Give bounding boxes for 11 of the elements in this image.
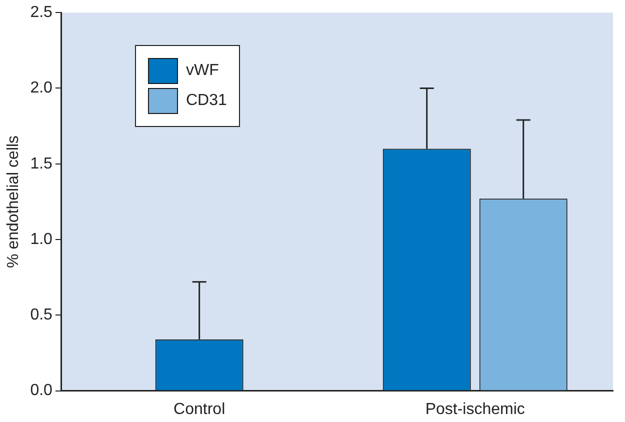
y-tick-label: 2.0 <box>30 80 53 97</box>
legend-label: vWF <box>186 62 219 80</box>
x-tick-label: Post-ischemic <box>425 400 525 418</box>
x-tick-label: Control <box>174 400 226 418</box>
y-tick-label: 1.0 <box>30 230 53 248</box>
legend-label: CD31 <box>186 92 227 110</box>
y-tick-label: 1.5 <box>30 155 53 172</box>
y-tick-label: 2.5 <box>30 4 53 22</box>
y-tick-label: 0.5 <box>30 306 53 324</box>
y-axis-title: % endothelial cells <box>5 135 22 268</box>
y-tick-label: 0.0 <box>30 382 53 400</box>
